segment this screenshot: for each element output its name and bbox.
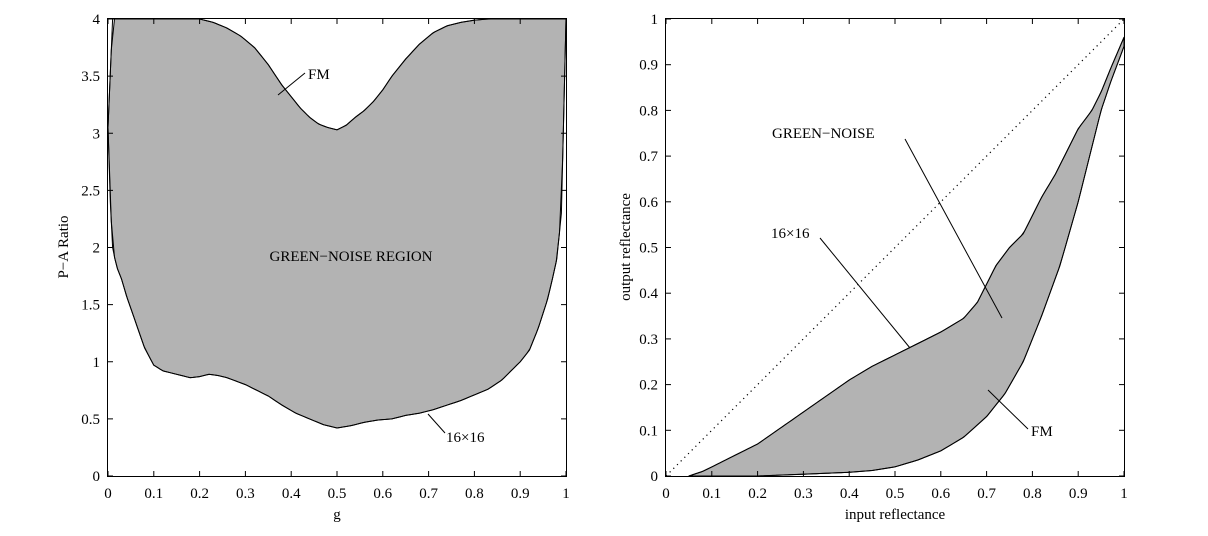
16x16-annotation-left: 16×16: [446, 430, 485, 446]
right-series-line-diagonal: [665, 18, 1125, 477]
left-x-tick-label: 0.2: [190, 486, 209, 502]
left-x-axis-label: g: [333, 507, 341, 523]
right-axes-frame: [665, 18, 1125, 477]
left-x-tick-label: 0.9: [511, 486, 530, 502]
right-x-tick-label: 0.5: [886, 486, 905, 502]
right-y-tick-label: 0.1: [639, 423, 658, 439]
fm-annotation-right: FM: [1031, 424, 1053, 440]
left-y-tick-label: 0.5: [81, 412, 100, 428]
right-region-layer: [665, 18, 1125, 477]
right-x-tick-label: 0: [662, 486, 670, 502]
left-x-tick-label: 0.5: [328, 486, 347, 502]
left-y-tick-label: 3: [93, 126, 101, 142]
right-y-tick-label: 0.3: [639, 332, 658, 348]
left-y-tick-label: 3.5: [81, 69, 100, 85]
left-x-tick-label: 0.1: [144, 486, 163, 502]
left-y-tick-label: 0: [93, 469, 101, 485]
right-x-ticks: 0 0.1 0.2 0.3 0.4 0.5 0.6 0.7 0.8 0.9 1: [662, 19, 1128, 502]
left-y-ticks: 0 0.5 1 1.5 2 2.5 3 3.5 4: [81, 12, 566, 485]
region-label: GREEN−NOISE REGION: [269, 249, 432, 265]
left-x-tick-label: 0.3: [236, 486, 255, 502]
right-y-tick-label: 0: [651, 469, 659, 485]
left-x-tick-label: 1: [562, 486, 570, 502]
fm-leader-line-right: [987, 389, 1029, 430]
right-x-tick-label: 0.7: [977, 486, 996, 502]
left-x-tick-label: 0.7: [419, 486, 438, 502]
right-x-tick-label: 0.1: [702, 486, 721, 502]
left-y-tick-label: 1.5: [81, 298, 100, 314]
left-y-tick-label: 4: [93, 12, 101, 28]
right-x-tick-label: 0.8: [1023, 486, 1042, 502]
right-y-tick-label: 0.2: [639, 378, 658, 394]
left-x-tick-label: 0.4: [282, 486, 301, 502]
left-panel: 0 0.1 0.2 0.3 0.4 0.5 0.6 0.7 0.8 0.9 1 0 0.5 1 1.5 2 2…: [56, 12, 570, 523]
green-noise-annotation: GREEN−NOISE: [772, 126, 875, 142]
left-y-tick-label: 2.5: [81, 183, 100, 199]
right-panel: 0 0.1 0.2 0.3 0.4 0.5 0.6 0.7 0.8 0.9 1 0 0.1 0.2 0.3…: [618, 12, 1128, 523]
left-y-tick-label: 2: [93, 241, 101, 257]
right-y-tick-label: 0.8: [639, 103, 658, 119]
left-x-tick-label: 0.8: [465, 486, 484, 502]
right-y-tick-label: 1: [651, 12, 659, 28]
fm-leader-line-left: [277, 72, 306, 96]
right-x-tick-label: 0.4: [840, 486, 859, 502]
right-x-tick-label: 0.2: [748, 486, 767, 502]
left-shaded-region: [107, 18, 567, 429]
left-leader-layer: [277, 72, 446, 434]
left-y-axis-label: P−A Ratio: [56, 215, 72, 278]
left-axes-frame: [107, 18, 567, 477]
right-leader-layer: [819, 138, 1029, 430]
right-series-line-1616: [688, 37, 1125, 477]
16x16-leader-line-right: [819, 237, 911, 349]
right-x-tick-label: 0.9: [1069, 486, 1088, 502]
left-x-tick-label: 0.6: [373, 486, 392, 502]
right-y-axis-label: output reflectance: [618, 193, 634, 301]
right-series-line-fm: [734, 46, 1125, 477]
left-series-line-fm: [107, 18, 566, 131]
green-noise-leader-line: [904, 138, 1003, 319]
right-y-tick-label: 0.5: [639, 241, 658, 257]
16x16-annotation-right: 16×16: [771, 226, 810, 242]
left-x-tick-label: 0: [104, 486, 112, 502]
right-y-tick-label: 0.4: [639, 286, 658, 302]
right-x-tick-label: 1: [1120, 486, 1128, 502]
16x16-leader-line-left: [427, 413, 446, 434]
left-region-layer: [107, 18, 567, 429]
right-y-tick-label: 0.7: [639, 149, 658, 165]
fm-annotation-left: FM: [308, 67, 330, 83]
right-shaded-region: [688, 36, 1125, 477]
right-x-tick-label: 0.6: [931, 486, 950, 502]
left-y-tick-label: 1: [93, 355, 101, 371]
right-y-tick-label: 0.9: [639, 58, 658, 74]
right-y-ticks: 0 0.1 0.2 0.3 0.4 0.5 0.6 0.7 0.8 0.9 1: [639, 12, 1124, 485]
right-x-axis-label: input reflectance: [845, 507, 946, 523]
left-series-line-1616: [107, 18, 567, 429]
left-x-ticks: 0 0.1 0.2 0.3 0.4 0.5 0.6 0.7 0.8 0.9 1: [104, 19, 570, 502]
right-x-tick-label: 0.3: [794, 486, 813, 502]
right-y-tick-label: 0.6: [639, 195, 658, 211]
